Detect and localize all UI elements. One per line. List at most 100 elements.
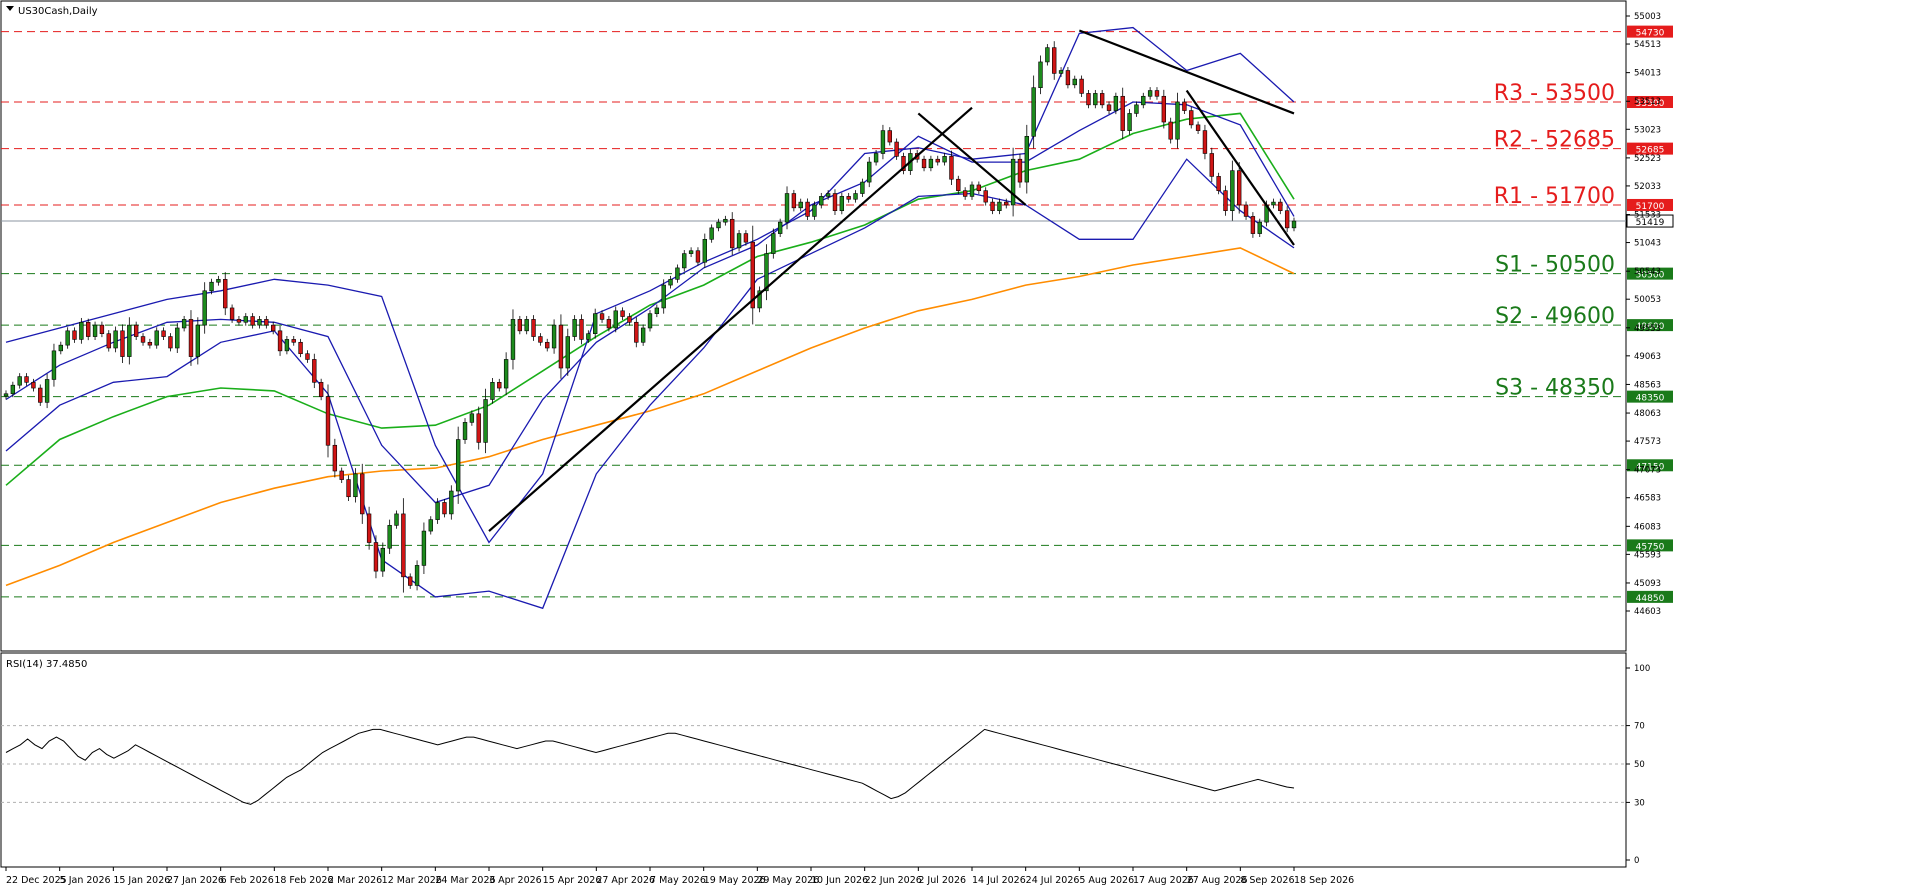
time-tick-label: 24 Mar 2026 xyxy=(435,875,495,886)
candle-bear xyxy=(346,479,351,498)
candle-bull xyxy=(394,513,399,526)
candle-bear xyxy=(1223,190,1228,211)
level-tag-text: 52685 xyxy=(1636,146,1665,156)
candle-bear xyxy=(236,319,242,323)
candle-bear xyxy=(750,241,755,309)
candle-bull xyxy=(58,344,63,352)
level-tag xyxy=(1627,539,1673,552)
price-tick-label: 53513 xyxy=(1634,97,1661,107)
candle-bear xyxy=(161,330,166,337)
time-tick-label: 15 Jan 2026 xyxy=(113,875,170,886)
candle-bull xyxy=(1134,104,1139,114)
candle-bull xyxy=(798,201,803,209)
level-label: R3 - 53500 xyxy=(1494,81,1615,106)
candle-bear xyxy=(935,158,940,163)
candle-bull xyxy=(469,413,475,423)
candle-bull xyxy=(175,327,180,349)
rsi-tick-label: 100 xyxy=(1634,664,1650,674)
level-tag xyxy=(1627,198,1673,211)
trendline xyxy=(917,112,1027,206)
current-price-text: 51419 xyxy=(1636,218,1665,228)
candle-bull xyxy=(51,350,57,380)
candle-bull xyxy=(113,330,118,349)
candle-bear xyxy=(1154,90,1160,97)
candle-bull xyxy=(1175,101,1180,140)
chart-menu-icon[interactable] xyxy=(6,6,14,11)
candle-bear xyxy=(312,359,317,383)
candle-bear xyxy=(408,576,413,586)
candle-bull xyxy=(736,233,742,249)
candle-bull xyxy=(44,379,50,403)
candle-bull xyxy=(127,324,132,357)
price-tick-label: 47073 xyxy=(1634,466,1661,476)
candle-bear xyxy=(1168,121,1173,140)
level-tag xyxy=(1627,267,1673,280)
time-tick-label: 22 Jun 2026 xyxy=(865,875,922,886)
candle-bull xyxy=(154,330,159,346)
time-tick-label: 27 Apr 2026 xyxy=(596,875,655,886)
candle-bear xyxy=(72,330,77,340)
bollinger-upper-line xyxy=(5,26,1295,544)
candle-bear xyxy=(223,279,228,309)
candle-bull xyxy=(1271,201,1276,206)
candle-bear xyxy=(120,330,125,357)
candle-bear xyxy=(442,502,447,515)
candle-bull xyxy=(586,333,591,340)
price-tick-label: 48063 xyxy=(1634,409,1661,419)
candle-bull xyxy=(414,565,420,586)
candle-bear xyxy=(545,341,550,349)
candle-bull xyxy=(421,530,427,566)
level-tag xyxy=(1627,390,1673,403)
candle-bull xyxy=(928,158,934,169)
candle-bear xyxy=(277,330,283,352)
candle-bear xyxy=(921,158,927,169)
candle-bull xyxy=(867,161,872,183)
current-price-tag xyxy=(1626,214,1674,228)
candle-bear xyxy=(1079,78,1084,94)
level-tag xyxy=(1627,142,1673,155)
candle-bull xyxy=(1045,47,1050,63)
candle-bull xyxy=(942,156,947,163)
time-tick-label: 27 Aug 2026 xyxy=(1187,875,1248,886)
candle-bull xyxy=(1010,158,1016,206)
candle-bull xyxy=(613,310,618,329)
candle-bear xyxy=(990,201,995,211)
bollinger-lower-line xyxy=(5,158,1295,610)
candle-bull xyxy=(771,233,776,254)
candle-bull xyxy=(1038,61,1043,88)
rsi-tick-label: 50 xyxy=(1634,760,1645,770)
candle-bull xyxy=(640,327,646,343)
candle-bull xyxy=(3,393,9,397)
candle-bear xyxy=(805,201,810,217)
candle-bear xyxy=(730,218,735,249)
candle-bull xyxy=(565,336,570,369)
price-tick-label: 54013 xyxy=(1634,69,1661,79)
candle-bear xyxy=(558,324,564,369)
candle-bull xyxy=(716,221,721,229)
time-tick-label: 22 Dec 2025 xyxy=(6,875,67,886)
level-tag xyxy=(1627,590,1673,603)
candle-bull xyxy=(572,319,577,337)
candle-bear xyxy=(1086,93,1091,106)
candle-bear xyxy=(1017,158,1023,183)
candle-bear xyxy=(1161,95,1167,123)
level-tag-text: 54730 xyxy=(1636,29,1665,39)
time-tick-label: 14 Jul 2026 xyxy=(972,875,1026,886)
level-label: R1 - 51700 xyxy=(1494,184,1615,209)
candle-bear xyxy=(325,396,331,446)
candle-bear xyxy=(1182,101,1187,111)
level-label: S3 - 48350 xyxy=(1495,376,1615,401)
candle-bear xyxy=(366,513,372,543)
candle-bear xyxy=(627,316,632,323)
level-tag-text: 44850 xyxy=(1636,594,1665,604)
candle-bear xyxy=(695,250,701,263)
rsi-line xyxy=(5,728,1295,805)
candle-bull xyxy=(524,319,529,332)
candle-bear xyxy=(894,141,899,157)
candle-bear xyxy=(579,319,584,340)
time-tick-label: 12 Mar 2026 xyxy=(382,875,442,886)
candle-bull xyxy=(387,525,392,549)
time-tick-label: 18 Feb 2026 xyxy=(274,875,333,886)
candle-bear xyxy=(1189,110,1194,126)
candle-bear xyxy=(832,193,838,211)
